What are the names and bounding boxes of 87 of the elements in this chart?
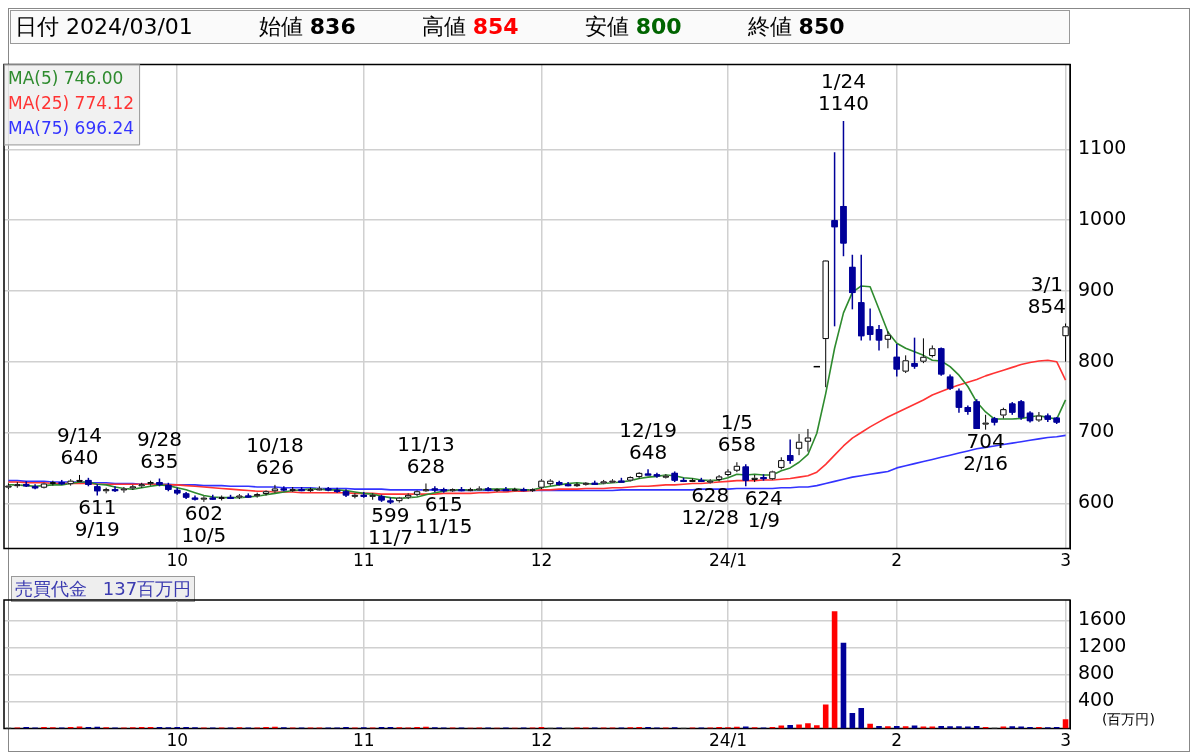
candlestick xyxy=(271,484,279,494)
x-tick-label: 11 xyxy=(352,730,375,751)
annotation: 11/13 628 xyxy=(397,431,455,478)
candlestick xyxy=(422,482,430,493)
candlestick xyxy=(742,463,749,488)
candlestick xyxy=(786,438,794,465)
candlestick xyxy=(582,481,590,487)
bar xyxy=(956,726,962,729)
y-tick-label: 400 xyxy=(1078,688,1115,711)
annotation: 611 9/19 xyxy=(74,494,120,541)
bar xyxy=(885,726,891,729)
candlestick xyxy=(111,485,119,493)
candlestick xyxy=(120,486,128,494)
annotation: 9/14 640 xyxy=(57,423,102,470)
candlestick xyxy=(49,480,57,487)
bar xyxy=(822,704,829,729)
candlestick xyxy=(644,468,652,476)
text: 終値 850 xyxy=(747,14,845,39)
candlestick xyxy=(875,324,883,352)
candlestick xyxy=(795,433,803,456)
candlestick xyxy=(493,487,501,493)
text: MA(75) 696.24 xyxy=(8,118,135,139)
annotation: 599 11/7 xyxy=(367,503,413,550)
y-tick-label: 800 xyxy=(1078,348,1115,371)
bar xyxy=(858,708,865,729)
chart-title: 日付 2024/03/01 xyxy=(15,13,193,41)
text: 高値 854 xyxy=(421,14,519,39)
x-tick-label: 2 xyxy=(891,550,903,571)
y-tick-label: 1600 xyxy=(1078,607,1127,630)
candlestick xyxy=(360,491,367,499)
annotation: 704 2/16 xyxy=(963,428,1009,475)
candlestick xyxy=(866,307,874,342)
annotation: 9/28 635 xyxy=(137,426,182,473)
annotation: 1/24 1140 xyxy=(818,69,869,116)
text: 安値 800 xyxy=(584,14,682,39)
y-tick-label: 600 xyxy=(1078,490,1115,513)
bar xyxy=(814,725,820,729)
annotation: 1/5 658 xyxy=(717,410,756,457)
candlestick xyxy=(822,259,829,388)
y-axis-title: (百万円) xyxy=(1102,711,1155,728)
candlestick xyxy=(911,336,918,370)
candlestick xyxy=(804,428,812,453)
x-tick-label: 3 xyxy=(1060,730,1071,751)
x-tick-label: 10 xyxy=(166,730,189,751)
text: MA(5) 746.00 xyxy=(8,68,124,89)
bar xyxy=(1009,726,1016,729)
x-tick-label: 12 xyxy=(530,550,553,571)
candlestick xyxy=(351,492,359,499)
bar xyxy=(805,723,811,729)
candlestick xyxy=(733,461,741,473)
candlestick xyxy=(937,346,945,377)
candlestick xyxy=(920,337,927,364)
y-tick-label: 1200 xyxy=(1078,634,1127,657)
annotation: 602 10/5 xyxy=(181,501,227,548)
candlestick xyxy=(955,387,963,414)
y-tick-label: 1000 xyxy=(1078,207,1127,230)
x-tick-label: 10 xyxy=(166,550,189,571)
x-tick-label: 24/1 xyxy=(708,550,748,571)
candlestick xyxy=(858,254,865,342)
annotation: 628 12/28 xyxy=(681,482,740,529)
bar xyxy=(947,726,953,729)
candlestick xyxy=(573,482,581,488)
x-tick-label: 2 xyxy=(891,730,903,751)
annotation: 615 11/15 xyxy=(414,491,473,538)
candlestick xyxy=(849,254,856,311)
x-tick-label: 3 xyxy=(1060,550,1071,571)
x-tick-label: 11 xyxy=(352,550,375,571)
annotation: 12/19 648 xyxy=(619,417,677,464)
text: MA(25) 774.12 xyxy=(8,93,135,114)
y-tick-label: 1100 xyxy=(1078,136,1127,159)
y-tick-label: 800 xyxy=(1078,661,1115,684)
annotation: 10/18 626 xyxy=(246,433,304,480)
x-tick-label: 24/1 xyxy=(708,730,748,751)
candlestick xyxy=(973,398,980,430)
text: 始値 836 xyxy=(258,14,356,39)
candlestick xyxy=(893,343,900,378)
y-tick-label: 900 xyxy=(1078,277,1115,300)
annotation: 3/1 854 xyxy=(1027,271,1067,318)
annotation: 624 1/9 xyxy=(744,485,783,532)
x-tick-label: 12 xyxy=(530,730,553,751)
chart-title: 売買代金 137百万円 xyxy=(11,576,196,602)
candlestick xyxy=(884,330,892,349)
candlestick xyxy=(1017,399,1025,421)
y-tick-label: 700 xyxy=(1078,419,1115,442)
candlestick xyxy=(23,480,30,488)
candlestick xyxy=(831,151,838,328)
candlestick xyxy=(200,495,208,503)
